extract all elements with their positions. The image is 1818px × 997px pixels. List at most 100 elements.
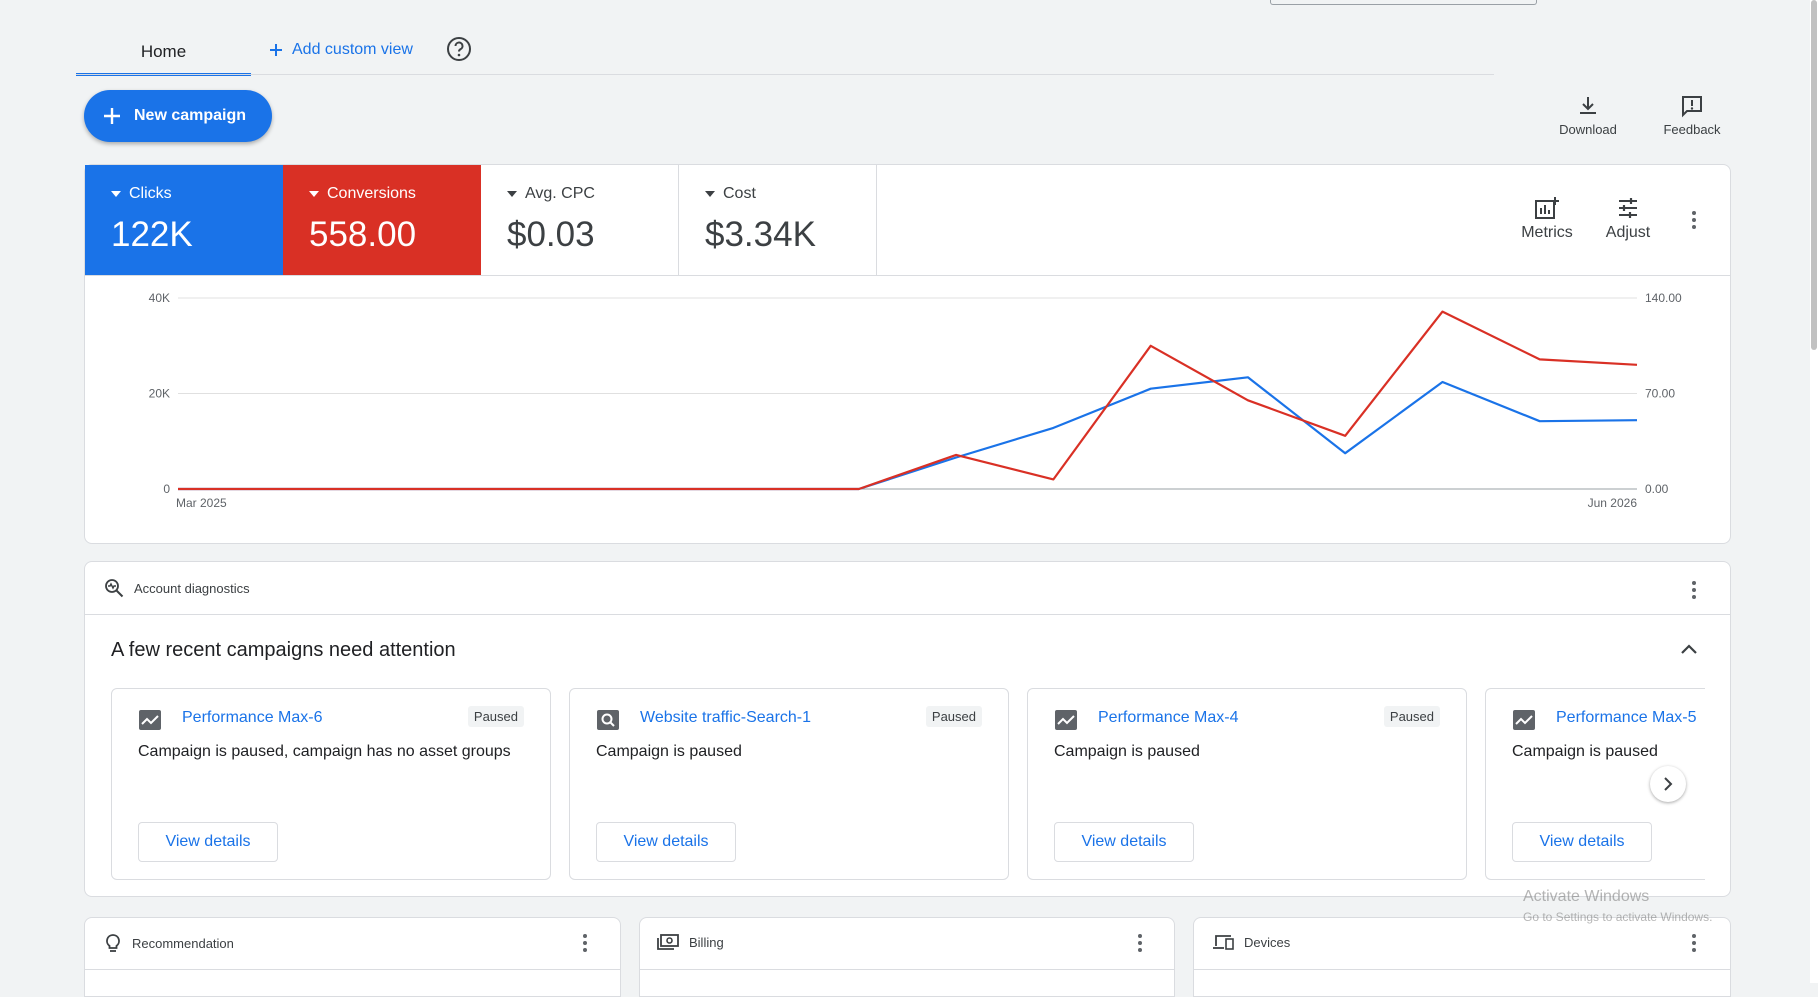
right-axis-tick-label: 70.00 — [1645, 387, 1675, 401]
account-diagnostics-label: Account diagnostics — [134, 580, 250, 596]
metric-value: 122K — [111, 215, 193, 254]
adjust-label: Adjust — [1605, 224, 1651, 241]
billing-icon — [657, 934, 679, 950]
adjust-button[interactable]: Adjust — [1596, 196, 1660, 242]
trend-icon — [1513, 710, 1535, 730]
chevron-right-icon — [1664, 777, 1673, 791]
metric-value: $0.03 — [507, 215, 595, 254]
recommendation-divider — [85, 969, 620, 970]
view-details-button[interactable]: View details — [596, 822, 736, 862]
campaign-card: Performance Max-4 Paused Campaign is pau… — [1027, 688, 1467, 880]
add-custom-view-tab[interactable]: Add custom view — [268, 30, 413, 70]
feedback-label: Feedback — [1663, 122, 1721, 137]
dropdown-arrow-icon — [309, 191, 319, 197]
devices-icon — [1213, 935, 1234, 950]
page-scrollbar[interactable] — [1810, 0, 1818, 983]
add-custom-view-label: Add custom view — [292, 41, 413, 58]
metric-value: $3.34K — [705, 215, 816, 254]
view-details-button[interactable]: View details — [1512, 822, 1652, 862]
download-icon — [1580, 97, 1596, 114]
performance-chart: 0 20K 40K 0.00 70.00 140.00 Mar 2025 Jun 2026 — [149, 291, 1682, 510]
carousel-next-button[interactable] — [1650, 766, 1686, 802]
metric-tile-conversions[interactable]: Conversions 558.00 — [283, 165, 481, 275]
billing-label: Billing — [689, 934, 724, 950]
feedback-icon — [1682, 96, 1702, 118]
metric-label: Clicks — [129, 185, 172, 202]
devices-header: Devices — [1212, 933, 1290, 951]
view-details-button[interactable]: View details — [1054, 822, 1194, 862]
tabs-divider — [76, 74, 1494, 75]
metric-tile-avg-cpc[interactable]: Avg. CPC $0.03 — [481, 165, 679, 275]
diagnostics-divider — [85, 614, 1730, 615]
recommendation-more-icon[interactable] — [582, 934, 588, 955]
feedback-button[interactable]: Feedback — [1647, 94, 1737, 137]
metric-tile-cost[interactable]: Cost $3.34K — [679, 165, 877, 275]
diagnostics-icon — [105, 579, 124, 598]
status-badge: Paused — [467, 706, 524, 727]
lightbulb-icon — [106, 934, 120, 952]
x-axis-tick-label: Jun 2026 — [1588, 496, 1638, 510]
campaign-name-link[interactable]: Performance Max-4 — [1098, 709, 1239, 726]
activate-windows-subtitle: Go to Settings to activate Windows. — [1523, 910, 1713, 924]
download-button[interactable]: Download — [1543, 94, 1633, 137]
trend-icon — [139, 710, 161, 730]
billing-more-icon[interactable] — [1137, 934, 1143, 955]
recommendation-card — [84, 917, 621, 997]
x-axis-tick-label: Mar 2025 — [176, 496, 227, 510]
left-axis-tick-label: 20K — [149, 387, 170, 401]
right-axis-tick-label: 0.00 — [1645, 482, 1669, 496]
trend-icon — [1055, 710, 1077, 730]
new-campaign-button[interactable]: New campaign — [84, 90, 272, 142]
chart-more-icon[interactable] — [1691, 211, 1697, 232]
campaign-message: Campaign is paused — [1512, 743, 1658, 760]
attention-title: A few recent campaigns need attention — [111, 639, 456, 661]
conversions-series-line — [178, 310, 1638, 491]
activate-windows-title: Activate Windows — [1523, 888, 1650, 905]
help-icon[interactable] — [446, 36, 472, 62]
metric-value: 558.00 — [309, 215, 417, 254]
new-campaign-label: New campaign — [134, 107, 247, 124]
download-label: Download — [1559, 122, 1617, 137]
dropdown-arrow-icon — [705, 191, 715, 197]
devices-more-icon[interactable] — [1691, 934, 1697, 955]
campaign-card: Performance Max-6 Paused Campaign is pau… — [111, 688, 551, 880]
metric-label: Avg. CPC — [525, 185, 595, 202]
campaign-name-link[interactable]: Performance Max-6 — [182, 709, 323, 726]
left-axis-tick-label: 40K — [149, 291, 170, 305]
devices-card — [1193, 917, 1731, 997]
billing-card — [639, 917, 1175, 997]
status-badge: Paused — [925, 706, 982, 727]
account-diagnostics-header: Account diagnostics — [104, 578, 250, 598]
devices-label: Devices — [1244, 934, 1291, 950]
recommendation-header: Recommendation — [104, 933, 234, 953]
campaign-name-link[interactable]: Performance Max-5 — [1556, 709, 1697, 726]
dropdown-arrow-icon — [111, 191, 121, 197]
metric-label: Conversions — [327, 185, 416, 202]
status-badge: Paused — [1383, 706, 1440, 727]
top-search-box-edge[interactable] — [1270, 0, 1537, 5]
plus-icon — [270, 44, 282, 56]
diagnostics-more-icon[interactable] — [1691, 581, 1697, 602]
campaign-message: Campaign is paused — [1054, 743, 1200, 760]
left-axis-tick-label: 0 — [163, 482, 170, 496]
right-axis-tick-label: 140.00 — [1645, 291, 1682, 305]
metric-label: Cost — [723, 185, 756, 202]
campaign-message: Campaign is paused, campaign has no asse… — [138, 743, 511, 760]
metrics-button[interactable]: Metrics — [1514, 196, 1580, 242]
scrollbar-thumb[interactable] — [1811, 0, 1817, 350]
billing-divider — [640, 969, 1174, 970]
dropdown-arrow-icon — [507, 191, 517, 197]
tune-icon — [1619, 198, 1637, 218]
recommendation-label: Recommendation — [132, 935, 234, 951]
tab-home[interactable]: Home — [76, 30, 251, 76]
campaign-name-link[interactable]: Website traffic-Search-1 — [640, 709, 812, 726]
add-chart-icon — [1535, 197, 1559, 219]
metric-tile-clicks[interactable]: Clicks 122K — [85, 165, 283, 275]
campaign-message: Campaign is paused — [596, 743, 742, 760]
metrics-label: Metrics — [1521, 224, 1573, 241]
collapse-chevron-icon[interactable] — [1679, 642, 1699, 656]
view-details-button[interactable]: View details — [138, 822, 278, 862]
devices-divider — [1194, 969, 1730, 970]
campaign-card: Website traffic-Search-1 Paused Campaign… — [569, 688, 1009, 880]
plus-icon — [104, 108, 120, 124]
